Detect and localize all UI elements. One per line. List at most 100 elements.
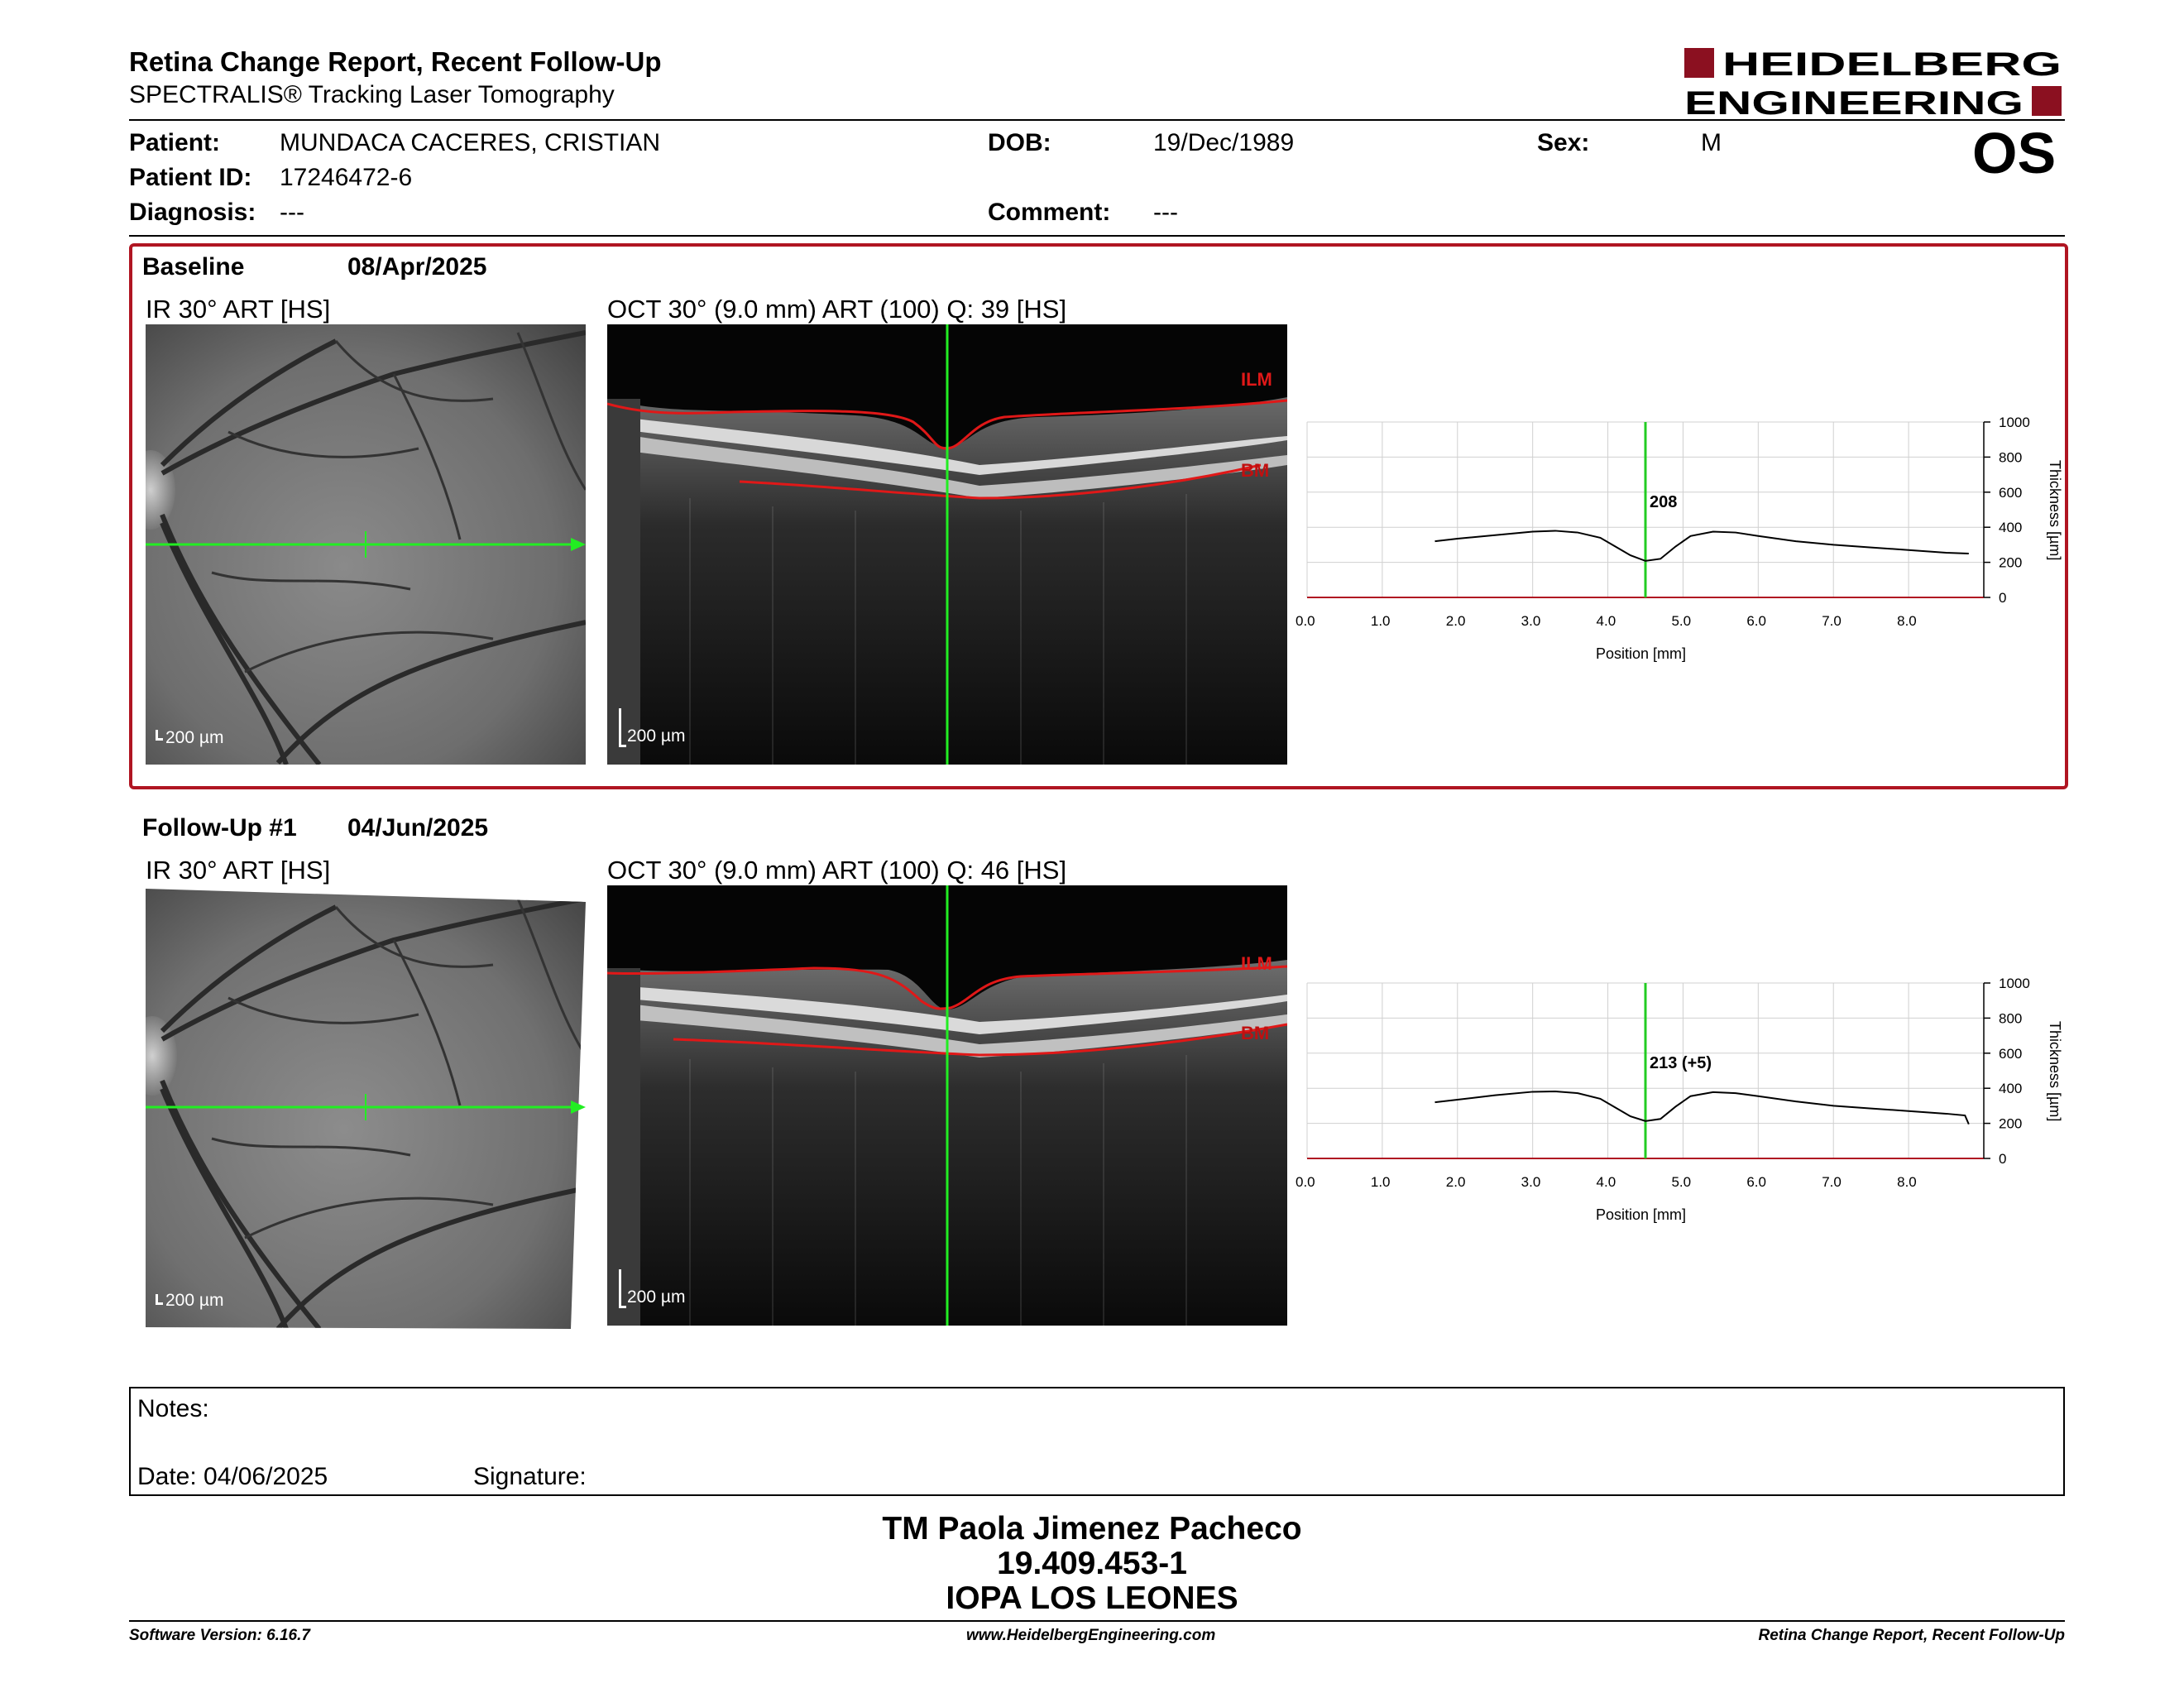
- sex-value: M: [1701, 129, 1722, 156]
- thickness-line: [1434, 1091, 1970, 1125]
- y-axis-label: Thickness [µm]: [2047, 1021, 2063, 1121]
- logo-line1: HEIDELBERG: [1722, 46, 2062, 83]
- patient-id-label: Patient ID:: [129, 164, 252, 191]
- baseline-oct-image[interactable]: ILM BM 200 µm: [607, 324, 1287, 765]
- footer-website[interactable]: www.HeidelbergEngineering.com: [966, 1627, 1216, 1644]
- x-tick-label: 8.0: [1897, 613, 1917, 629]
- x-tick-label: 5.0: [1671, 1174, 1691, 1190]
- diagnosis-value: ---: [280, 199, 304, 226]
- followup-label: Follow-Up #1: [142, 814, 297, 842]
- x-axis-label: Position [mm]: [1596, 645, 1686, 662]
- thickness-line: [1434, 530, 1969, 562]
- dob-value: 19/Dec/1989: [1153, 129, 1295, 156]
- signature-label: Signature:: [473, 1463, 587, 1490]
- signature-rut: 19.409.453-1: [997, 1546, 1187, 1581]
- x-tick-label: 1.0: [1371, 1174, 1391, 1190]
- followup-oct-image[interactable]: ILM BM 200 µm: [607, 885, 1287, 1326]
- followup-ilm-label: ILM: [1241, 953, 1272, 974]
- baseline-oct-scale: 200 µm: [627, 727, 686, 746]
- followup-thickness-graph: 0.0 1.0 2.0 3.0 4.0 5.0 6.0 7.0 8.0 0 200 400 600 800…: [1296, 976, 2063, 1223]
- baseline-date: 08/Apr/2025: [347, 253, 487, 281]
- x-tick-label: 4.0: [1597, 613, 1616, 629]
- sex-label: Sex:: [1537, 129, 1590, 156]
- header-divider: [129, 119, 2065, 121]
- y-tick-label: 0: [1999, 590, 2006, 606]
- report-title: Retina Change Report, Recent Follow-Up: [129, 46, 662, 77]
- x-tick-label: 6.0: [1746, 1174, 1766, 1190]
- followup-ir-image[interactable]: 200 µm: [146, 885, 586, 1329]
- followup-thickness-value: 213 (+5): [1650, 1054, 1712, 1072]
- followup-ir-title: IR 30° ART [HS]: [146, 856, 331, 885]
- followup-oct-scale: 200 µm: [627, 1288, 686, 1307]
- y-tick-label: 400: [1999, 1081, 2022, 1096]
- followup-date: 04/Jun/2025: [347, 814, 489, 842]
- logo-square-top: [1684, 48, 1714, 78]
- notes-label: Notes:: [137, 1395, 209, 1422]
- comment-value: ---: [1153, 199, 1178, 226]
- baseline-oct-title: OCT 30° (9.0 mm) ART (100) Q: 39 [HS]: [607, 295, 1067, 324]
- x-tick-label: 6.0: [1746, 613, 1766, 629]
- patient-id: 17246472-6: [280, 164, 413, 191]
- y-tick-label: 1000: [1999, 976, 2030, 991]
- x-tick-label: 7.0: [1822, 613, 1842, 629]
- baseline-thickness-graph: 0.0 1.0 2.0 3.0 4.0 5.0 6.0 7.0 8.0 0 200 400 600 800…: [1296, 415, 2063, 662]
- x-tick-label: 2.0: [1446, 1174, 1466, 1190]
- y-tick-label: 600: [1999, 1046, 2022, 1062]
- footer-divider: [129, 1620, 2065, 1622]
- y-tick-label: 200: [1999, 1116, 2022, 1132]
- comment-label: Comment:: [988, 199, 1111, 226]
- y-tick-label: 0: [1999, 1151, 2006, 1167]
- notes-box[interactable]: Notes: Date: 04/06/2025 Signature:: [129, 1387, 2065, 1496]
- x-tick-label: 7.0: [1822, 1174, 1842, 1190]
- diagnosis-label: Diagnosis:: [129, 199, 256, 226]
- y-axis-label: Thickness [µm]: [2047, 460, 2063, 560]
- baseline-ilm-label: ILM: [1241, 369, 1272, 390]
- dob-label: DOB:: [988, 129, 1051, 156]
- baseline-ir-scale: 200 µm: [165, 728, 224, 747]
- x-tick-label: 1.0: [1371, 613, 1391, 629]
- y-tick-label: 800: [1999, 1010, 2022, 1026]
- y-tick-label: 1000: [1999, 415, 2030, 430]
- followup-ir-scale: 200 µm: [165, 1291, 224, 1310]
- footer-report-name: Retina Change Report, Recent Follow-Up: [1758, 1627, 2065, 1644]
- y-tick-label: 600: [1999, 485, 2022, 501]
- x-tick-label: 8.0: [1897, 1174, 1917, 1190]
- followup-ir-fundus: [146, 889, 586, 1329]
- scale-bar-icon: [619, 708, 626, 747]
- baseline-ir-fundus: [146, 324, 586, 765]
- baseline-oct-bscan: ILM BM: [607, 324, 1287, 765]
- y-tick-label: 800: [1999, 449, 2022, 465]
- x-tick-label: 0.0: [1296, 613, 1315, 629]
- scale-bar-icon: [156, 730, 163, 741]
- signature-institution: IOPA LOS LEONES: [946, 1580, 1238, 1616]
- logo-square-bottom: [2032, 86, 2062, 116]
- x-tick-label: 5.0: [1671, 613, 1691, 629]
- x-tick-label: 0.0: [1296, 1174, 1315, 1190]
- x-tick-label: 3.0: [1521, 1174, 1541, 1190]
- notes-date: Date: 04/06/2025: [137, 1463, 328, 1490]
- x-tick-label: 3.0: [1521, 613, 1541, 629]
- baseline-thickness-value: 208: [1650, 493, 1678, 511]
- x-tick-label: 2.0: [1446, 613, 1466, 629]
- scale-bar-icon: [619, 1269, 626, 1308]
- baseline-ir-image[interactable]: 200 µm: [146, 324, 586, 765]
- patient-label: Patient:: [129, 129, 221, 156]
- x-tick-label: 4.0: [1597, 1174, 1616, 1190]
- followup-bm-label: BM: [1241, 1023, 1269, 1043]
- x-axis-label: Position [mm]: [1596, 1206, 1686, 1223]
- baseline-label: Baseline: [142, 253, 245, 281]
- footer-software-version: Software Version: 6.16.7: [129, 1627, 310, 1644]
- logo-line2: ENGINEERING: [1684, 85, 2024, 119]
- eye-indicator: OS: [1972, 121, 2057, 185]
- y-tick-label: 400: [1999, 520, 2022, 535]
- followup-oct-bscan: ILM BM: [607, 885, 1287, 1326]
- baseline-ir-title: IR 30° ART [HS]: [146, 295, 331, 324]
- y-tick-label: 200: [1999, 555, 2022, 571]
- followup-oct-title: OCT 30° (9.0 mm) ART (100) Q: 46 [HS]: [607, 856, 1067, 885]
- baseline-bm-label: BM: [1241, 460, 1269, 481]
- heidelberg-logo: HEIDELBERG ENGINEERING: [1684, 46, 2062, 119]
- signature-name: TM Paola Jimenez Pacheco: [882, 1511, 1302, 1547]
- patient-name: MUNDACA CACERES, CRISTIAN: [280, 129, 661, 156]
- patient-divider: [129, 235, 2065, 237]
- scale-bar-icon: [156, 1294, 163, 1305]
